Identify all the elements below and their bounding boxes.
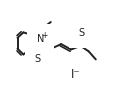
Text: I⁻: I⁻ <box>71 68 80 81</box>
Text: S: S <box>34 54 40 64</box>
Text: S: S <box>78 28 84 38</box>
Text: +: + <box>41 31 47 40</box>
Text: N: N <box>36 34 44 44</box>
